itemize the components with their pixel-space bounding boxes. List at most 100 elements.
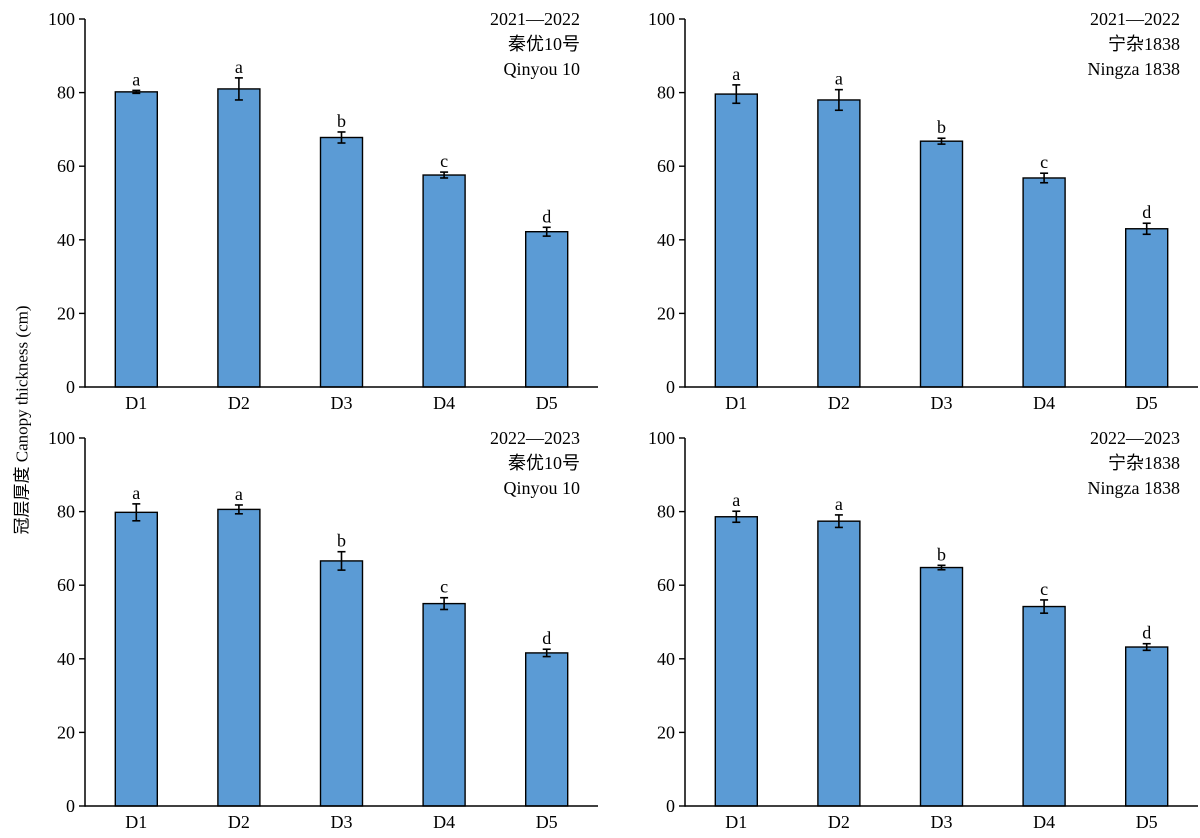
bar xyxy=(1022,605,1066,807)
x-tick-label: D4 xyxy=(433,812,455,832)
bar xyxy=(714,516,759,807)
x-tick-label: D5 xyxy=(536,812,558,832)
x-tick-label: D3 xyxy=(331,393,353,413)
y-tick-label: 0 xyxy=(66,796,75,816)
y-tick-label: 100 xyxy=(648,428,675,448)
chart-panel-top-left: a D1 a D2 b D3 c D4 d D5 0 20 40 60 80 100 2021—2022 秦优10… xyxy=(48,9,598,413)
panel-title-line: 2022—2023 xyxy=(1090,428,1180,448)
y-tick-label: 20 xyxy=(657,303,675,323)
x-tick-label: D4 xyxy=(1033,393,1055,413)
y-tick-label: 100 xyxy=(48,9,75,29)
panel-title-line: 2022—2023 xyxy=(490,428,580,448)
x-tick-label: D2 xyxy=(828,393,850,413)
y-tick-label: 0 xyxy=(666,377,675,397)
x-tick-label: D3 xyxy=(931,393,953,413)
significance-letter: b xyxy=(337,111,346,131)
bar xyxy=(1022,177,1066,388)
panel-title-line: Qinyou 10 xyxy=(504,59,581,79)
significance-letter: c xyxy=(440,151,448,171)
significance-letter: b xyxy=(337,531,346,551)
bar xyxy=(422,602,466,807)
significance-letter: b xyxy=(937,117,946,137)
significance-letter: c xyxy=(1040,152,1048,172)
significance-letter: c xyxy=(440,577,448,597)
y-tick-label: 80 xyxy=(657,502,675,522)
chart-panel-top-right: a D1 a D2 b D3 c D4 d D5 0 20 40 60 80 100 2021—2022 宁杂18… xyxy=(648,9,1198,413)
y-tick-label: 20 xyxy=(657,722,675,742)
x-tick-label: D1 xyxy=(725,812,747,832)
panel-title-line: 宁杂1838 xyxy=(1108,34,1180,54)
bar xyxy=(319,560,364,807)
panel-title-line: Ningza 1838 xyxy=(1088,59,1180,79)
x-tick-label: D2 xyxy=(228,812,250,832)
significance-letter: a xyxy=(235,484,243,504)
significance-letter: a xyxy=(732,64,740,84)
bar xyxy=(217,508,261,807)
bar xyxy=(817,99,861,388)
y-tick-label: 100 xyxy=(48,428,75,448)
y-tick-label: 60 xyxy=(657,156,675,176)
chart-panel-bottom-right: a D1 a D2 b D3 c D4 d D5 0 20 40 60 80 100 2022—2023 宁杂18… xyxy=(648,428,1198,832)
bar xyxy=(525,231,569,388)
x-tick-label: D2 xyxy=(228,393,250,413)
y-tick-label: 40 xyxy=(657,230,675,250)
y-tick-label: 40 xyxy=(57,230,75,250)
y-tick-label: 20 xyxy=(57,722,75,742)
bar xyxy=(714,93,759,388)
y-tick-label: 60 xyxy=(657,575,675,595)
y-tick-label: 20 xyxy=(57,303,75,323)
panel-title-line: 宁杂1838 xyxy=(1108,453,1180,473)
significance-letter: d xyxy=(542,628,551,648)
bar xyxy=(817,520,861,807)
significance-letter: a xyxy=(132,483,140,503)
bar xyxy=(1125,646,1169,807)
x-tick-label: D3 xyxy=(931,812,953,832)
significance-letter: a xyxy=(235,57,243,77)
significance-letter: a xyxy=(732,490,740,510)
bar xyxy=(525,652,569,807)
x-tick-label: D2 xyxy=(828,812,850,832)
x-tick-label: D3 xyxy=(331,812,353,832)
y-tick-label: 80 xyxy=(57,502,75,522)
x-tick-label: D1 xyxy=(725,393,747,413)
y-tick-label: 80 xyxy=(657,83,675,103)
significance-letter: d xyxy=(1142,623,1151,643)
y-tick-label: 100 xyxy=(648,9,675,29)
x-tick-label: D5 xyxy=(536,393,558,413)
panel-title-line: Ningza 1838 xyxy=(1088,478,1180,498)
x-tick-label: D1 xyxy=(125,393,147,413)
panel-title-line: 2021—2022 xyxy=(1090,9,1180,29)
significance-letter: a xyxy=(835,69,843,89)
bar xyxy=(217,88,261,388)
bar xyxy=(114,511,159,807)
panel-title-line: 秦优10号 xyxy=(508,453,580,473)
y-tick-label: 60 xyxy=(57,156,75,176)
panel-title-line: 秦优10号 xyxy=(508,34,580,54)
x-tick-label: D5 xyxy=(1136,393,1158,413)
significance-letter: d xyxy=(1142,202,1151,222)
significance-letter: d xyxy=(542,206,551,226)
y-tick-label: 80 xyxy=(57,83,75,103)
y-tick-label: 0 xyxy=(666,796,675,816)
x-tick-label: D4 xyxy=(1033,812,1055,832)
panel-title-line: Qinyou 10 xyxy=(504,478,581,498)
y-tick-label: 40 xyxy=(657,649,675,669)
significance-letter: b xyxy=(937,544,946,564)
panel-title-line: 2021—2022 xyxy=(490,9,580,29)
significance-letter: a xyxy=(132,69,140,89)
y-tick-label: 0 xyxy=(66,377,75,397)
bar xyxy=(422,174,466,388)
x-tick-label: D1 xyxy=(125,812,147,832)
bar xyxy=(919,140,964,388)
significance-letter: a xyxy=(835,494,843,514)
x-tick-label: D4 xyxy=(433,393,455,413)
chart-panel-bottom-left: a D1 a D2 b D3 c D4 d D5 0 20 40 60 80 100 2022—2023 秦优10… xyxy=(48,428,598,832)
y-tick-label: 60 xyxy=(57,575,75,595)
bar xyxy=(114,91,159,388)
bar xyxy=(1125,228,1169,388)
y-tick-label: 40 xyxy=(57,649,75,669)
bar xyxy=(319,136,364,388)
significance-letter: c xyxy=(1040,579,1048,599)
x-tick-label: D5 xyxy=(1136,812,1158,832)
